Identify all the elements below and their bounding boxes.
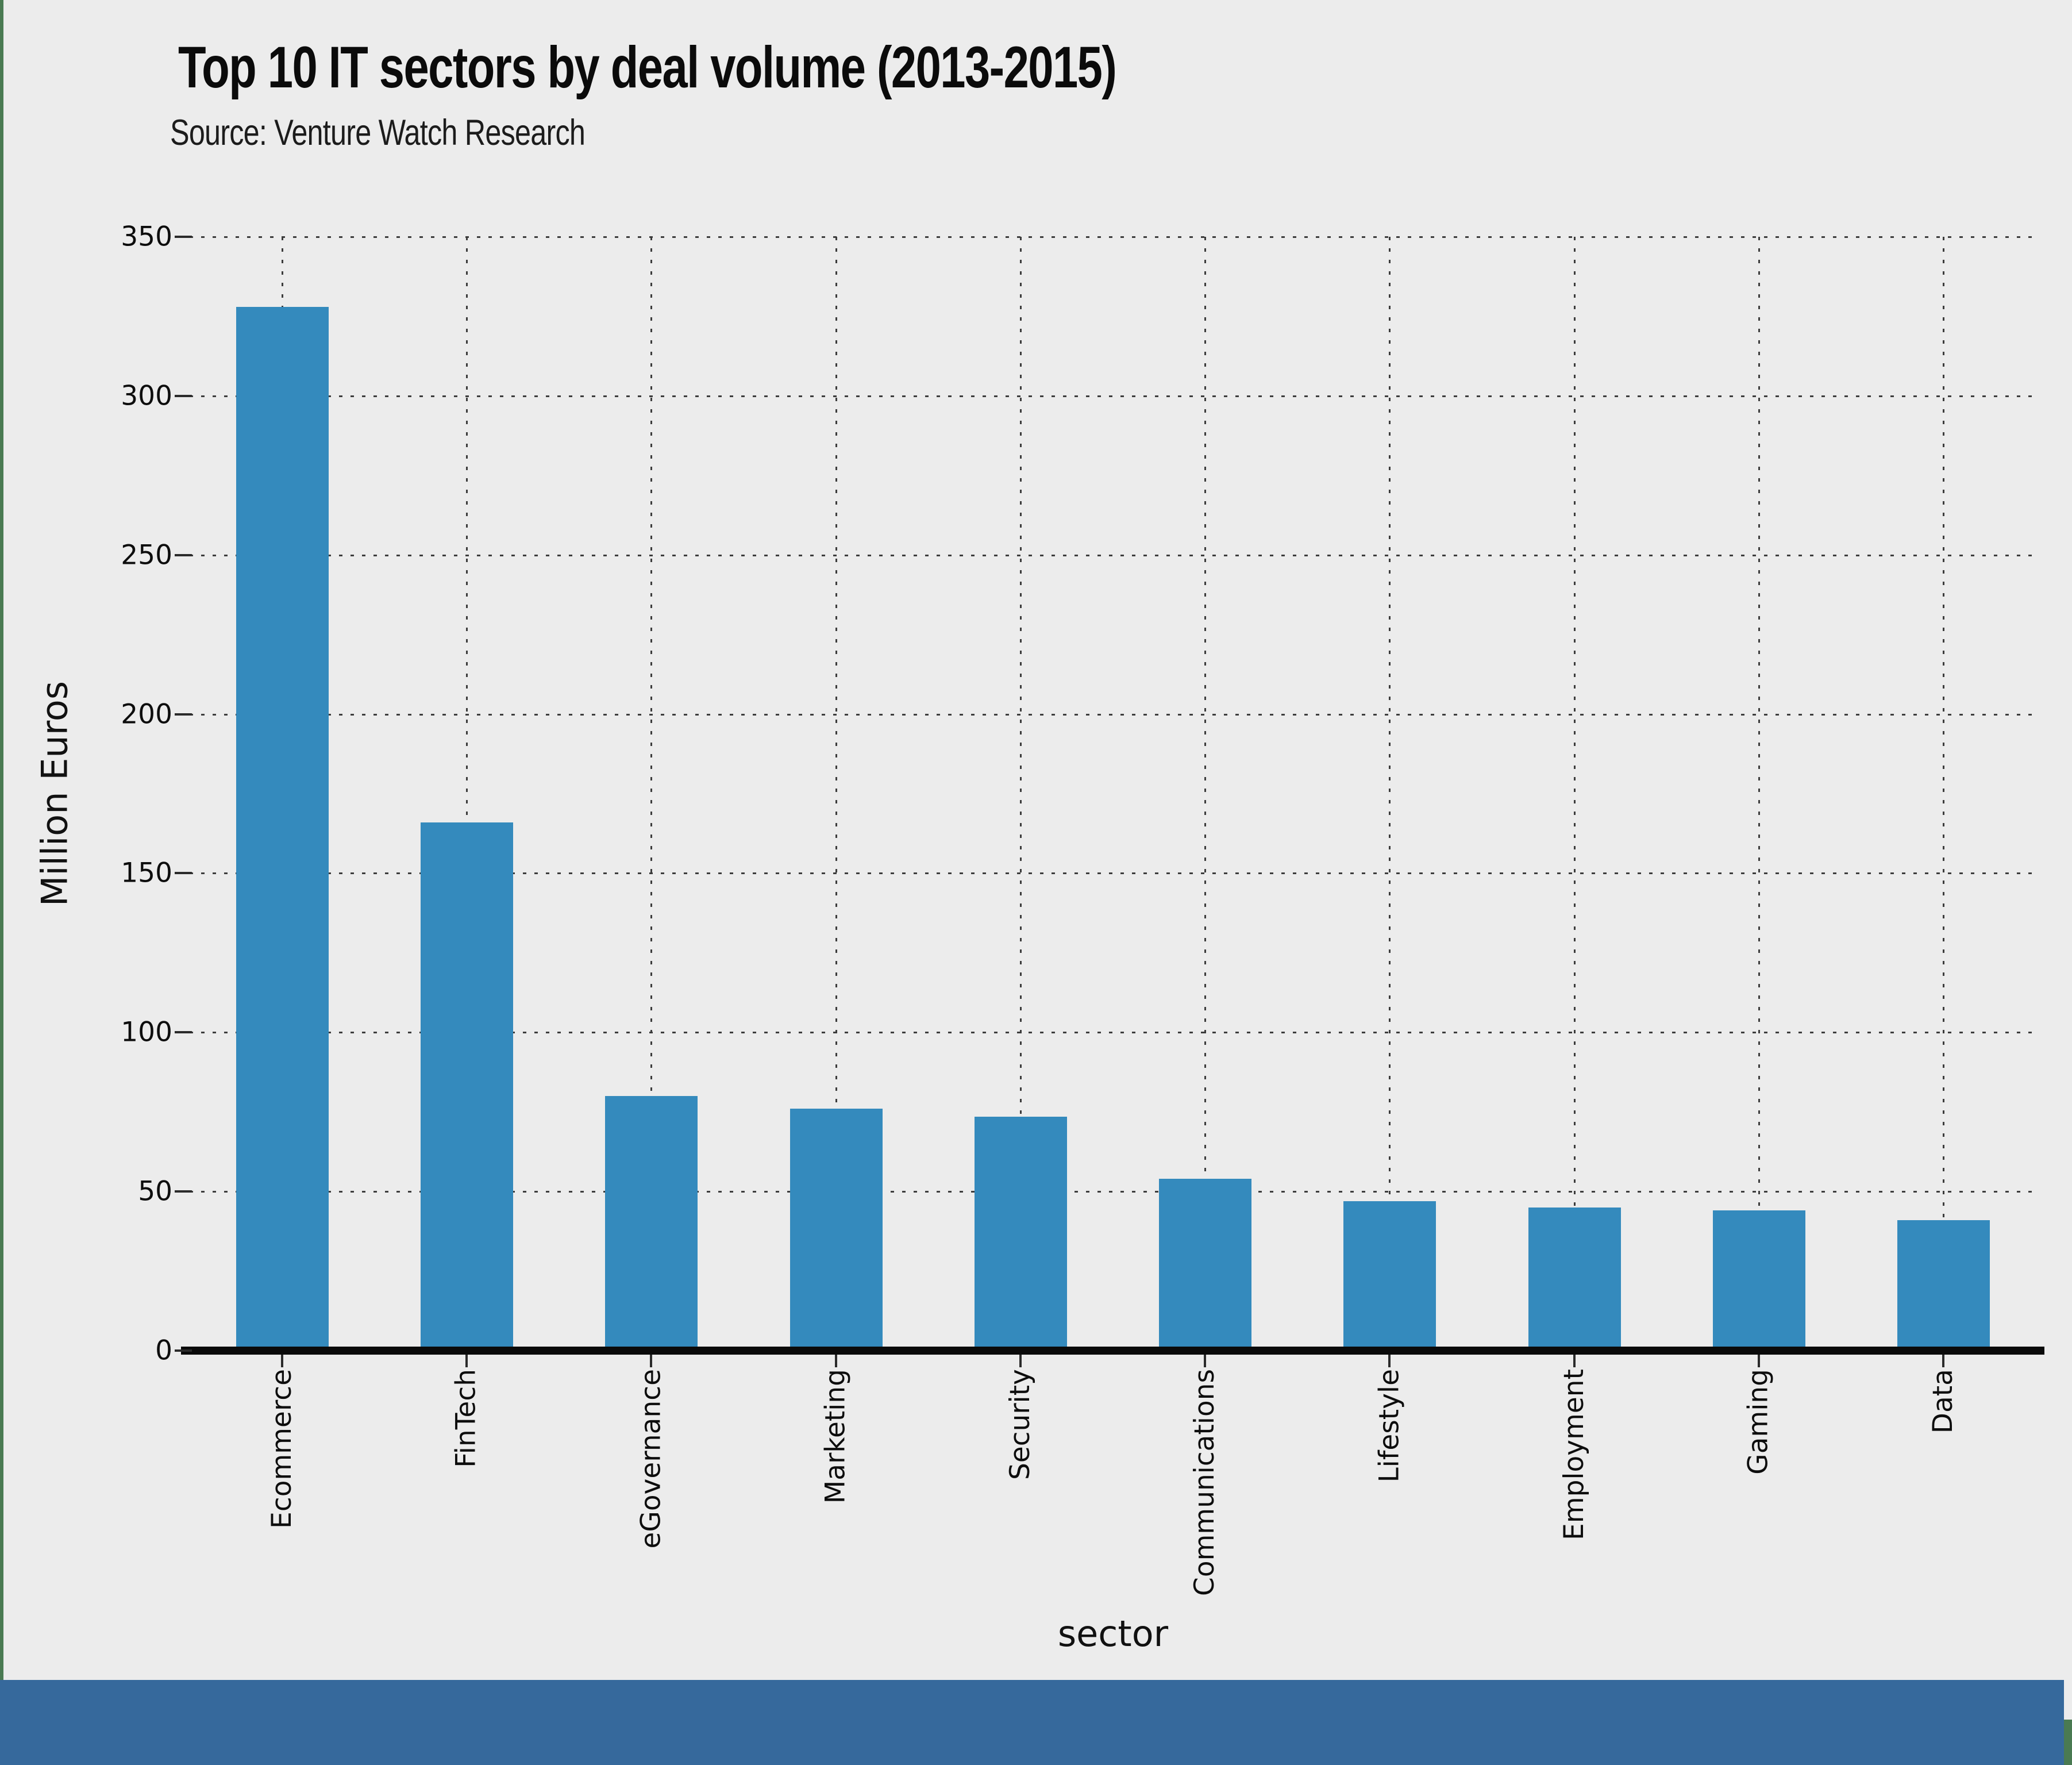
bar-lifestyle — [1343, 1201, 1436, 1351]
x-tick-label: Communications — [1189, 1369, 1221, 1596]
bar-egovernance — [605, 1096, 698, 1351]
y-axis-tick — [175, 1031, 192, 1034]
x-axis-tick — [650, 1355, 653, 1367]
grid-line-v — [1573, 237, 1576, 1351]
y-axis-tick — [175, 394, 192, 397]
plot-area — [190, 236, 2036, 1351]
bar-ecommerce — [236, 306, 329, 1351]
grid-line-v — [835, 237, 837, 1351]
page-title: Top 10 IT sectors by deal volume (2013-2… — [178, 34, 1117, 100]
x-tick-label: FinTech — [450, 1369, 482, 1468]
grid-line-v — [1758, 237, 1761, 1351]
grid-line-h — [190, 1191, 2036, 1193]
y-tick-label: 150 — [121, 857, 172, 889]
y-tick-label: 0 — [155, 1335, 172, 1367]
x-axis-tick — [1573, 1355, 1576, 1367]
bar-fintech — [420, 822, 513, 1351]
grid-line-h — [190, 872, 2036, 875]
grid-line-h — [190, 554, 2036, 556]
y-tick-label: 300 — [121, 380, 172, 412]
footer-band: VENTURE WATCH RESEARCH / http://venture.… — [0, 1680, 2064, 1765]
y-axis-tick — [175, 713, 192, 716]
x-axis-tick — [1758, 1355, 1761, 1367]
bar-gaming — [1713, 1210, 1806, 1351]
x-tick-label: Gaming — [1743, 1369, 1775, 1475]
y-axis-tick — [175, 872, 192, 875]
x-axis-tick — [280, 1355, 283, 1367]
grid-line-h — [190, 236, 2036, 238]
y-axis-tick — [175, 553, 192, 556]
chart-source: Source: Venture Watch Research — [170, 113, 586, 153]
y-tick-label: 200 — [121, 698, 172, 730]
y-axis-tick — [175, 1349, 192, 1352]
x-axis-tick — [1204, 1355, 1207, 1367]
x-tick-label: Employment — [1558, 1369, 1590, 1540]
bar-employment — [1528, 1207, 1621, 1351]
grid-line-h — [190, 395, 2036, 397]
y-axis-title: Million Euros — [33, 680, 76, 907]
grid-line-v — [650, 237, 653, 1351]
bar-data — [1897, 1220, 1990, 1351]
y-axis-tick — [175, 1190, 192, 1193]
x-axis-line — [181, 1347, 2044, 1355]
x-axis-tick — [1942, 1355, 1945, 1367]
page-title-text: Top 10 IT sectors by deal volume (2013-2… — [178, 34, 1117, 100]
grid-line-v — [465, 237, 468, 1351]
x-tick-label: Data — [1927, 1369, 1959, 1434]
x-tick-label: Security — [1004, 1369, 1036, 1481]
grid-line-v — [1204, 237, 1207, 1351]
y-tick-label: 350 — [121, 221, 172, 253]
y-tick-label: 50 — [138, 1175, 172, 1208]
grid-line-v — [1389, 237, 1391, 1351]
chart-figure-background — [3, 0, 2072, 1720]
x-axis-tick — [1388, 1355, 1391, 1367]
grid-line-h — [190, 1032, 2036, 1034]
grid-line-v — [1019, 237, 1022, 1351]
x-tick-label: Ecommerce — [265, 1369, 298, 1529]
x-axis-tick — [834, 1355, 837, 1367]
bar-marketing — [789, 1109, 883, 1351]
x-axis-tick — [465, 1355, 468, 1367]
y-tick-label: 100 — [121, 1016, 172, 1048]
x-axis-title: sector — [1057, 1613, 1169, 1655]
bar-communications — [1159, 1178, 1252, 1351]
y-tick-label: 250 — [121, 539, 172, 571]
x-axis-tick — [1019, 1355, 1022, 1367]
x-tick-label: Lifestyle — [1373, 1369, 1405, 1483]
grid-line-h — [190, 713, 2036, 716]
grid-line-v — [1943, 237, 1945, 1351]
x-tick-label: eGovernance — [635, 1369, 667, 1549]
x-tick-label: Marketing — [819, 1369, 852, 1504]
bar-security — [974, 1117, 1067, 1351]
y-axis-tick — [175, 236, 192, 238]
